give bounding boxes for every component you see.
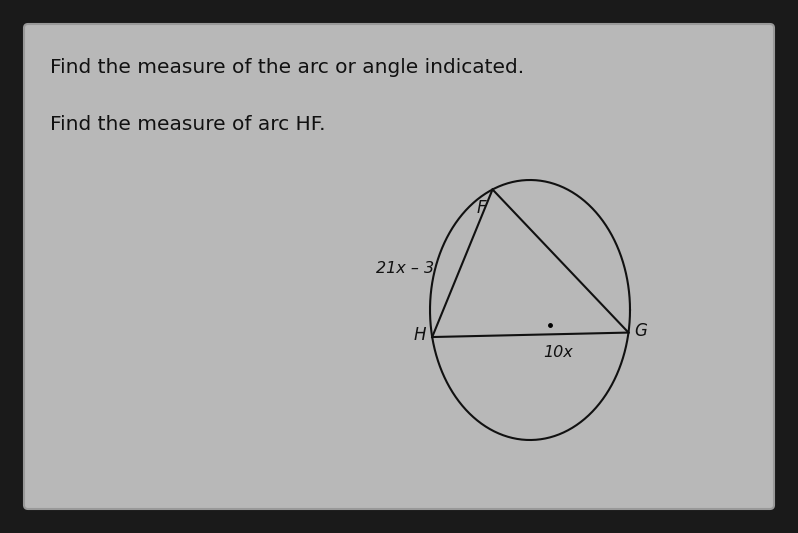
Text: 21x – 3: 21x – 3 <box>376 261 434 276</box>
Text: Find the measure of arc HF.: Find the measure of arc HF. <box>50 115 326 134</box>
Text: 10x: 10x <box>543 345 573 360</box>
Text: H: H <box>413 326 426 344</box>
Text: G: G <box>634 321 647 340</box>
FancyBboxPatch shape <box>24 24 774 509</box>
Text: Find the measure of the arc or angle indicated.: Find the measure of the arc or angle ind… <box>50 58 524 77</box>
Text: F: F <box>477 199 487 217</box>
